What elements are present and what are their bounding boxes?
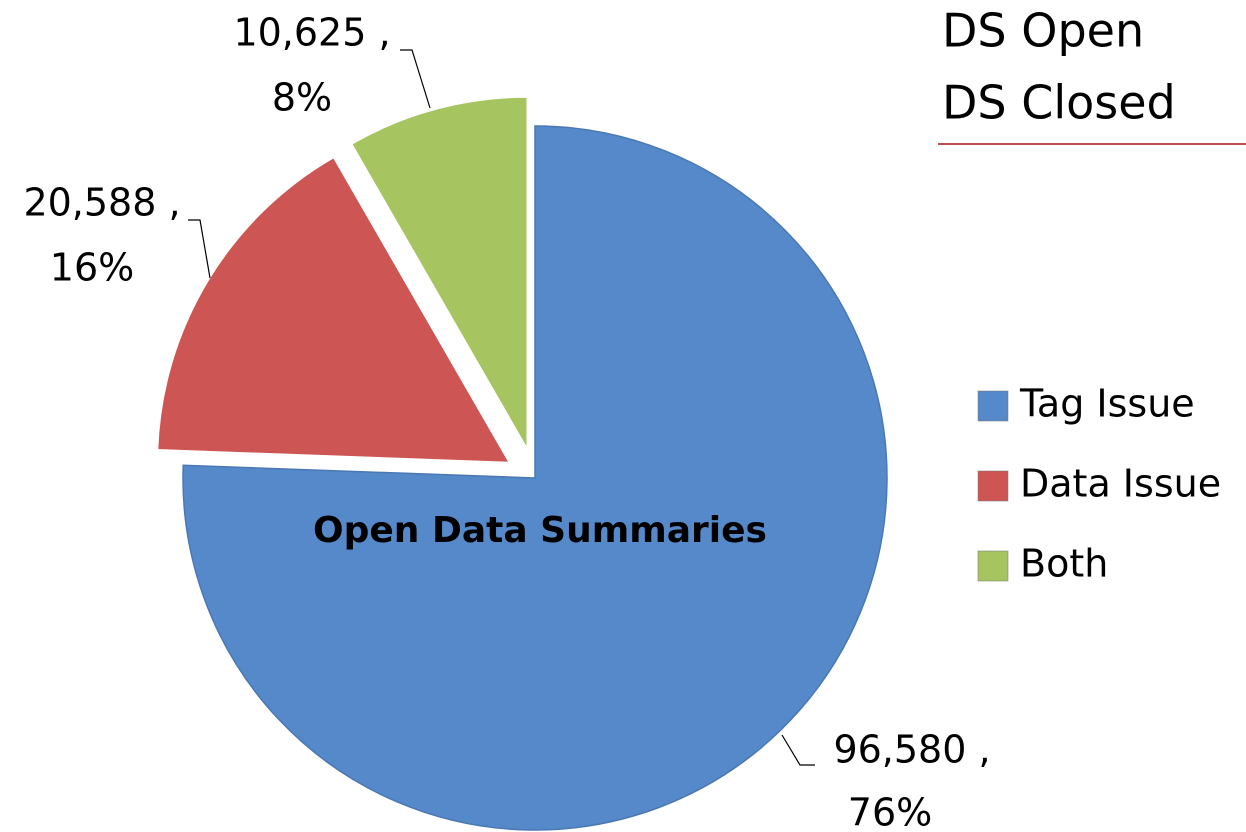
leader-line <box>400 49 431 109</box>
chart-title: Open Data Summaries <box>313 510 767 551</box>
legend-label: Data Issue <box>1020 462 1221 506</box>
pie-slice <box>182 125 888 831</box>
legend-swatch <box>977 550 1009 582</box>
tab[interactable]: DS Open <box>942 4 1144 58</box>
data-label: 10,625 , <box>233 11 390 55</box>
data-label: 76% <box>848 791 932 832</box>
legend-label: Both <box>1020 542 1108 586</box>
pie <box>156 96 888 831</box>
pie-slice <box>350 96 529 452</box>
tab[interactable]: DS Closed <box>942 76 1176 130</box>
legend-label: Tag Issue <box>1019 382 1195 426</box>
data-label: 20,588 , <box>23 181 180 225</box>
leader-line <box>188 219 211 279</box>
legend-swatch <box>977 390 1009 422</box>
data-label: 16% <box>50 246 134 290</box>
legend-swatch <box>977 470 1009 502</box>
data-label: 8% <box>272 76 332 120</box>
leader-line <box>781 734 815 766</box>
data-label: 96,580 , <box>833 728 990 772</box>
pie-slice <box>156 156 511 464</box>
